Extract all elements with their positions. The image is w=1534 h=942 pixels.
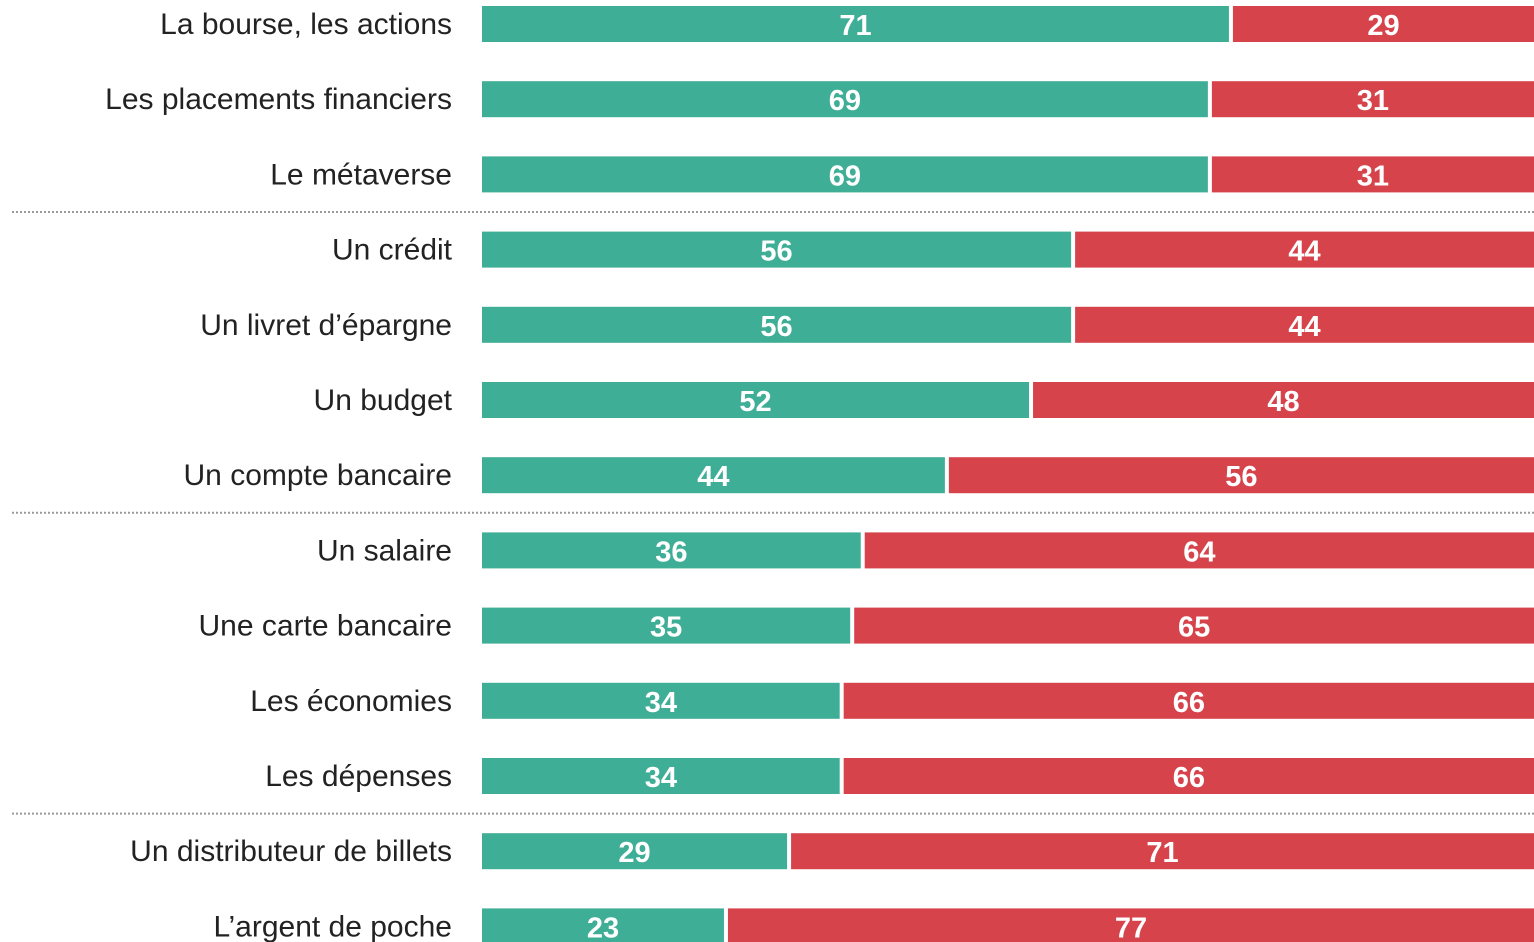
bar-row: Un budget 52 48 (314, 382, 1534, 418)
data-label-second: 29 (1367, 10, 1399, 42)
category-label: Un crédit (332, 234, 453, 267)
bar-row: Les dépenses 34 66 (265, 758, 1534, 794)
category-label: L’argent de poche (213, 910, 452, 942)
bar-row: Un livret d’épargne 56 44 (200, 306, 1534, 343)
category-label: Un distributeur de billets (130, 835, 452, 868)
bar-row: Un salaire 36 64 (317, 532, 1534, 569)
data-label-second: 64 (1183, 536, 1215, 568)
data-label-second: 44 (1288, 311, 1320, 343)
bar-row: Un distributeur de billets 29 71 (130, 833, 1534, 870)
data-label-first: 29 (618, 837, 650, 869)
bar-segment-second (1075, 306, 1534, 343)
chart-rows: La bourse, les actions 71 29 Les placements… (105, 6, 1534, 942)
bar-row: Un crédit 56 44 (332, 231, 1534, 268)
bar-row: L’argent de poche 23 77 (213, 908, 1534, 942)
category-label: Un compte bancaire (184, 459, 452, 492)
bar-segment-second (948, 457, 1534, 494)
category-label: Le métaverse (270, 158, 452, 191)
bar-segment-first (482, 457, 945, 494)
data-label-first: 69 (829, 85, 861, 117)
bar-segment-first (482, 156, 1208, 193)
bar-segment-second (843, 758, 1534, 794)
bar-row: La bourse, les actions 71 29 (160, 6, 1534, 42)
data-label-second: 77 (1115, 912, 1147, 942)
data-label-first: 44 (697, 461, 729, 493)
bar-segment-first (482, 306, 1072, 343)
category-label: Les dépenses (265, 760, 452, 793)
category-label: Un salaire (317, 534, 452, 567)
data-label-second: 31 (1357, 85, 1389, 117)
category-label: Une carte bancaire (199, 610, 452, 643)
bar-segment-first (482, 382, 1030, 418)
category-label: Les économies (250, 685, 452, 718)
bar-segment-second (864, 532, 1534, 569)
data-label-first: 34 (645, 687, 677, 719)
data-label-first: 52 (739, 386, 771, 418)
bar-segment-first (482, 81, 1208, 118)
bar-segment-first (482, 231, 1072, 268)
data-label-second: 65 (1178, 612, 1210, 644)
bar-segment-second (1232, 6, 1534, 42)
bar-segment-second (727, 908, 1534, 942)
data-label-second: 66 (1173, 687, 1205, 719)
data-label-second: 31 (1357, 160, 1389, 192)
data-label-second: 48 (1267, 386, 1299, 418)
bar-row: Une carte bancaire 35 65 (199, 607, 1534, 644)
data-label-first: 23 (587, 912, 619, 942)
bar-segment-second (1211, 81, 1534, 118)
bar-segment-first (482, 908, 724, 942)
bar-segment-second (1075, 231, 1534, 268)
bar-row: Un compte bancaire 44 56 (184, 457, 1534, 494)
data-label-first: 71 (839, 10, 871, 42)
bar-row: Les placements financiers 69 31 (105, 81, 1534, 118)
data-label-first: 36 (655, 536, 687, 568)
bar-segment-first (482, 6, 1229, 42)
data-label-second: 44 (1288, 236, 1320, 268)
bar-row: Les économies 34 66 (250, 682, 1534, 719)
bar-segment-second (1033, 382, 1534, 418)
bar-segment-first (482, 833, 788, 870)
category-label: La bourse, les actions (160, 8, 452, 41)
data-label-first: 35 (650, 612, 682, 644)
data-label-first: 56 (760, 311, 792, 343)
group-dividers (12, 211, 1534, 815)
bar-row: Le métaverse 69 31 (270, 156, 1534, 193)
bar-segment-first (482, 532, 861, 569)
bar-segment-second (854, 607, 1534, 644)
bar-segment-second (843, 682, 1534, 719)
category-label: Les placements financiers (105, 83, 452, 116)
data-label-second: 66 (1173, 762, 1205, 794)
data-label-first: 56 (760, 236, 792, 268)
data-label-second: 71 (1146, 837, 1178, 869)
data-label-first: 34 (645, 762, 677, 794)
bar-segment-second (791, 833, 1534, 870)
category-label: Un livret d’épargne (200, 309, 452, 342)
bar-segment-first (482, 758, 840, 794)
bar-segment-first (482, 607, 851, 644)
category-label: Un budget (314, 384, 453, 417)
bar-segment-second (1211, 156, 1534, 193)
data-label-first: 69 (829, 160, 861, 192)
bar-segment-first (482, 682, 840, 719)
data-label-second: 56 (1225, 461, 1257, 493)
